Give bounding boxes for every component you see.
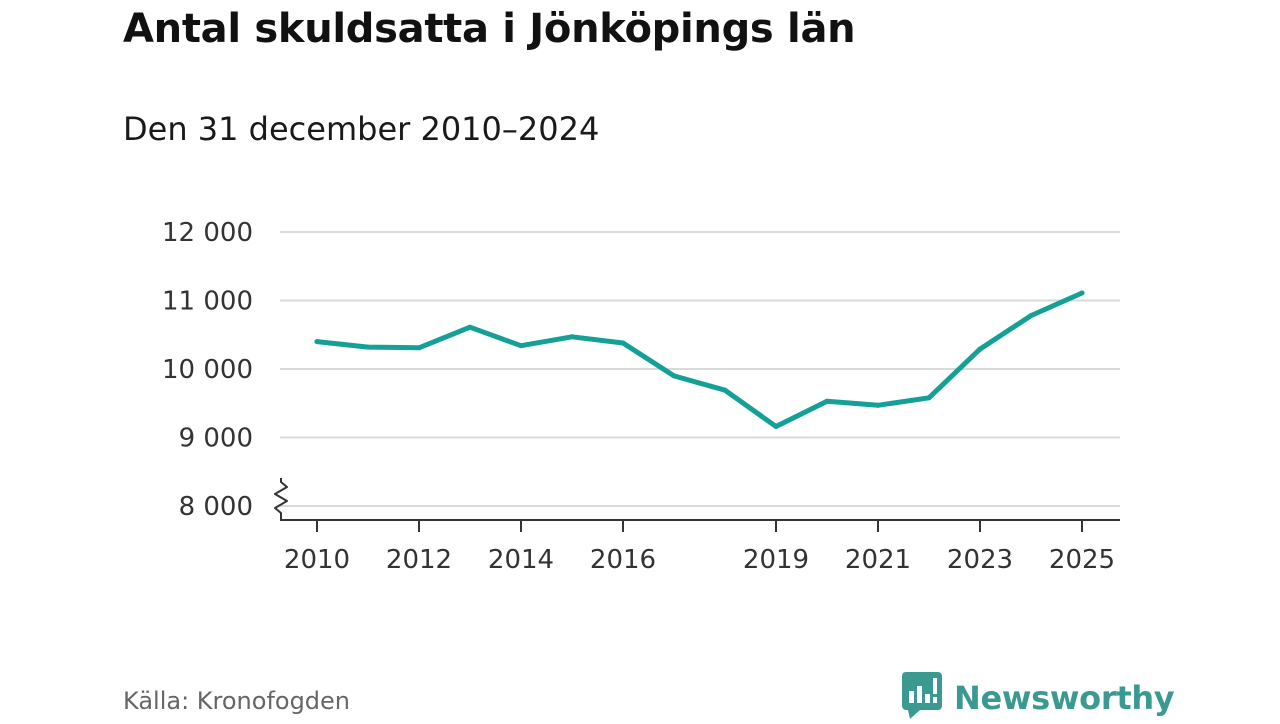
x-tick-label: 2019 — [743, 545, 809, 575]
data-point — [416, 345, 422, 351]
data-point — [1079, 290, 1085, 296]
newsworthy-logo-icon — [902, 672, 942, 724]
brand: Newsworthy — [902, 672, 1175, 724]
x-tick-label: 2012 — [386, 545, 452, 575]
chart-subtitle: Den 31 december 2010–2024 — [123, 110, 600, 148]
chart-title: Antal skuldsatta i Jönköpings län — [123, 6, 856, 52]
data-point — [467, 324, 473, 330]
x-tick-label: 2021 — [845, 545, 911, 575]
y-tick-labels: 8 000 9 000 10 000 11 000 12 000 — [162, 218, 253, 522]
gridlines — [280, 231, 1120, 507]
data-point — [926, 395, 932, 401]
data-point — [875, 402, 881, 408]
y-tick-label: 10 000 — [162, 355, 253, 385]
y-tick-label: 8 000 — [179, 492, 253, 522]
brand-name: Newsworthy — [954, 679, 1175, 717]
data-point — [569, 334, 575, 340]
data-point — [620, 340, 626, 346]
data-point — [518, 343, 524, 349]
x-tick-label: 2016 — [590, 545, 656, 575]
data-point — [773, 424, 779, 430]
data-point — [824, 398, 830, 404]
axis-break-icon — [274, 478, 288, 520]
data-point — [365, 344, 371, 350]
data-point — [314, 339, 320, 345]
x-tick-label: 2025 — [1049, 545, 1115, 575]
x-axis — [280, 519, 1120, 532]
data-point — [671, 373, 677, 379]
y-tick-label: 11 000 — [162, 287, 253, 317]
series — [314, 290, 1085, 430]
series-line — [314, 290, 1085, 429]
y-tick-label: 12 000 — [162, 218, 253, 248]
data-point — [977, 346, 983, 352]
axis-break-zigzag — [274, 478, 288, 520]
source-note: Källa: Kronofogden — [123, 687, 351, 715]
data-point — [722, 387, 728, 393]
x-tick-label: 2010 — [284, 545, 350, 575]
data-point — [1028, 313, 1034, 319]
x-tick-label: 2014 — [488, 545, 554, 575]
y-tick-label: 9 000 — [179, 424, 253, 454]
x-tick-labels: 2010 2012 2014 2016 2019 2021 2023 2025 — [284, 545, 1115, 575]
x-tick-label: 2023 — [947, 545, 1013, 575]
